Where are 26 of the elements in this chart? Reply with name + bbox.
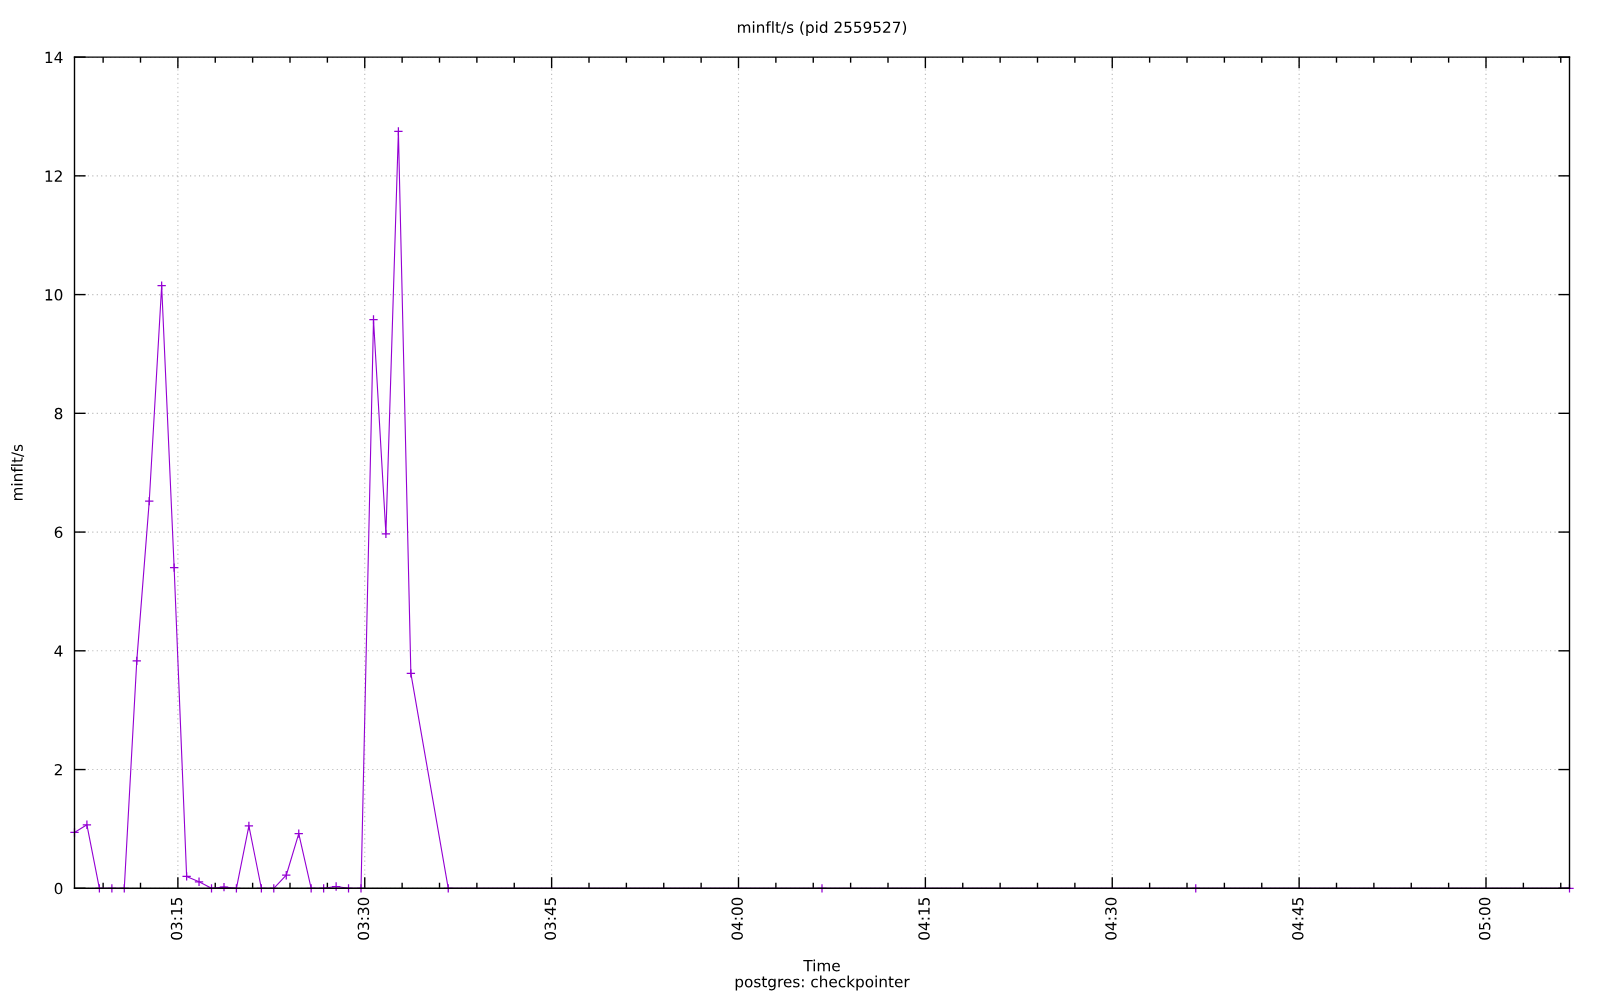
y-tick-label: 0 [54,882,63,895]
x-axis-title: Time [803,959,840,972]
point [194,876,204,887]
point [219,882,229,892]
x-tick-label: 03:15 [170,897,183,940]
text: postgres: checkpointer [735,975,910,991]
point [244,821,254,831]
y-tick-label: 10 [45,289,63,301]
x-tick-label: 03:45 [544,897,557,940]
chart-title: minflt/s (pid 2559527) [737,21,907,36]
x-tick-label: 04:15 [918,897,930,940]
y-tick-label: 6 [54,526,63,539]
x-tick-label: 04:00 [731,897,743,940]
y-tick-label: 14 [45,51,63,63]
point [82,819,92,830]
y-axis-title: minflt/s [11,444,25,501]
x-tick-label: 05:00 [1478,897,1491,940]
point [131,656,142,666]
y-tick-label: 12 [45,170,62,182]
x-tick-label: 04:45 [1292,897,1304,940]
x-tick-label: 03:30 [357,897,370,940]
y-tick-label: 2 [54,764,62,776]
point [381,529,391,539]
y-tick-label: 4 [54,645,63,657]
y-tick-label: 8 [54,407,63,420]
x-tick-label: 04:30 [1105,897,1117,940]
